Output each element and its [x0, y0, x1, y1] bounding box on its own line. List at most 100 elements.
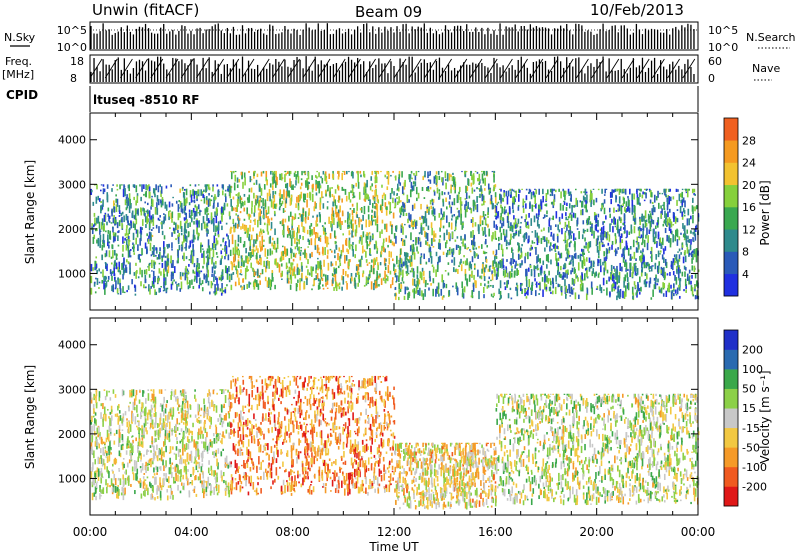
- echo-cell: [646, 273, 648, 280]
- echo-cell: [613, 207, 615, 213]
- echo-cell: [128, 440, 131, 443]
- echo-cell: [323, 259, 325, 267]
- echo-cell: [470, 219, 473, 224]
- echo-cell: [177, 257, 179, 264]
- echo-cell: [201, 450, 204, 458]
- echo-cell: [106, 263, 108, 272]
- echo-cell: [374, 170, 376, 173]
- echo-cell: [518, 193, 520, 202]
- echo-cell: [611, 244, 613, 250]
- echo-cell: [291, 249, 293, 254]
- echo-cell: [305, 253, 308, 260]
- echo-cell: [236, 270, 239, 278]
- echo-cell: [655, 274, 657, 280]
- nsearch-tick-bottom: 10^0: [708, 41, 738, 54]
- echo-cell: [651, 210, 654, 216]
- echo-cell: [196, 218, 198, 221]
- echo-cell: [94, 228, 97, 232]
- echo-cell: [114, 218, 116, 222]
- echo-cell: [538, 204, 540, 210]
- echo-cell: [681, 242, 684, 245]
- echo-cell: [348, 170, 350, 173]
- echo-cell: [591, 227, 593, 234]
- echo-cell: [173, 266, 176, 274]
- echo-cell: [459, 204, 462, 211]
- echo-cell: [564, 232, 566, 240]
- echo-cell: [525, 291, 528, 295]
- echo-cell: [636, 289, 639, 293]
- echo-cell: [122, 244, 124, 252]
- echo-cell: [586, 194, 588, 201]
- echo-cell: [466, 247, 468, 250]
- echo-cell: [685, 289, 687, 293]
- echo-cell: [411, 185, 414, 191]
- echo-cell: [676, 209, 679, 211]
- echo-cell: [260, 206, 263, 209]
- echo-cell: [321, 278, 324, 282]
- echo-cell: [520, 221, 522, 224]
- echo-cell: [641, 252, 644, 261]
- echo-cell: [676, 229, 679, 238]
- echo-cell: [249, 245, 252, 251]
- echo-cell: [122, 286, 124, 293]
- echo-cell: [447, 191, 450, 195]
- echo-cell: [259, 195, 261, 198]
- echo-cell: [338, 286, 341, 290]
- echo-cell: [445, 252, 448, 258]
- echo-cell: [163, 273, 166, 278]
- echo-cell: [428, 247, 431, 253]
- echo-cell: [588, 241, 590, 249]
- freq-trace: [89, 58, 696, 79]
- echo-cell: [568, 203, 571, 209]
- echo-cell: [399, 200, 402, 203]
- echo-cell: [171, 242, 173, 249]
- echo-cell: [542, 188, 544, 195]
- echo-cell: [151, 199, 154, 207]
- echo-cell: [182, 186, 184, 189]
- echo-cell: [403, 239, 406, 246]
- echo-cell: [513, 215, 515, 220]
- echo-cell: [621, 239, 623, 244]
- echo-cell: [272, 201, 275, 210]
- echo-cell: [439, 227, 441, 232]
- echo-cell: [140, 254, 142, 256]
- echo-cell: [337, 283, 340, 287]
- echo-cell: [133, 215, 136, 220]
- echo-cell: [585, 242, 587, 246]
- echo-cell: [123, 215, 125, 223]
- echo-cell: [314, 238, 317, 247]
- echo-cell: [507, 279, 509, 285]
- echo-cell: [116, 413, 119, 418]
- echo-cell: [398, 296, 400, 301]
- echo-cell: [513, 259, 516, 263]
- echo-cell: [107, 275, 110, 280]
- echo-cell: [638, 229, 641, 237]
- echo-cell: [180, 469, 182, 477]
- echo-cell: [438, 192, 441, 200]
- echo-cell: [565, 270, 567, 274]
- echo-cell: [658, 289, 661, 293]
- echo-cell: [224, 487, 227, 496]
- echo-cell: [492, 284, 494, 288]
- echo-cell: [179, 212, 181, 218]
- beam-title: Beam 09: [355, 3, 422, 21]
- echo-cell: [337, 170, 339, 174]
- echo-cell: [507, 293, 510, 299]
- echo-cell: [279, 205, 281, 208]
- echo-cell: [110, 256, 113, 259]
- echo-cell: [637, 281, 639, 291]
- echo-cell: [409, 189, 412, 198]
- power-ytick-label: 1000: [58, 267, 86, 280]
- echo-cell: [314, 174, 317, 178]
- echo-cell: [132, 413, 134, 422]
- echo-cell: [197, 212, 200, 214]
- echo-cell: [688, 188, 690, 191]
- echo-cell: [515, 221, 517, 229]
- echo-cell: [181, 208, 184, 214]
- echo-cell: [550, 248, 553, 251]
- echo-cell: [425, 279, 427, 286]
- echo-cell: [315, 179, 317, 185]
- echo-cell: [546, 189, 549, 195]
- echo-cell: [209, 291, 211, 295]
- echo-cell: [580, 254, 583, 256]
